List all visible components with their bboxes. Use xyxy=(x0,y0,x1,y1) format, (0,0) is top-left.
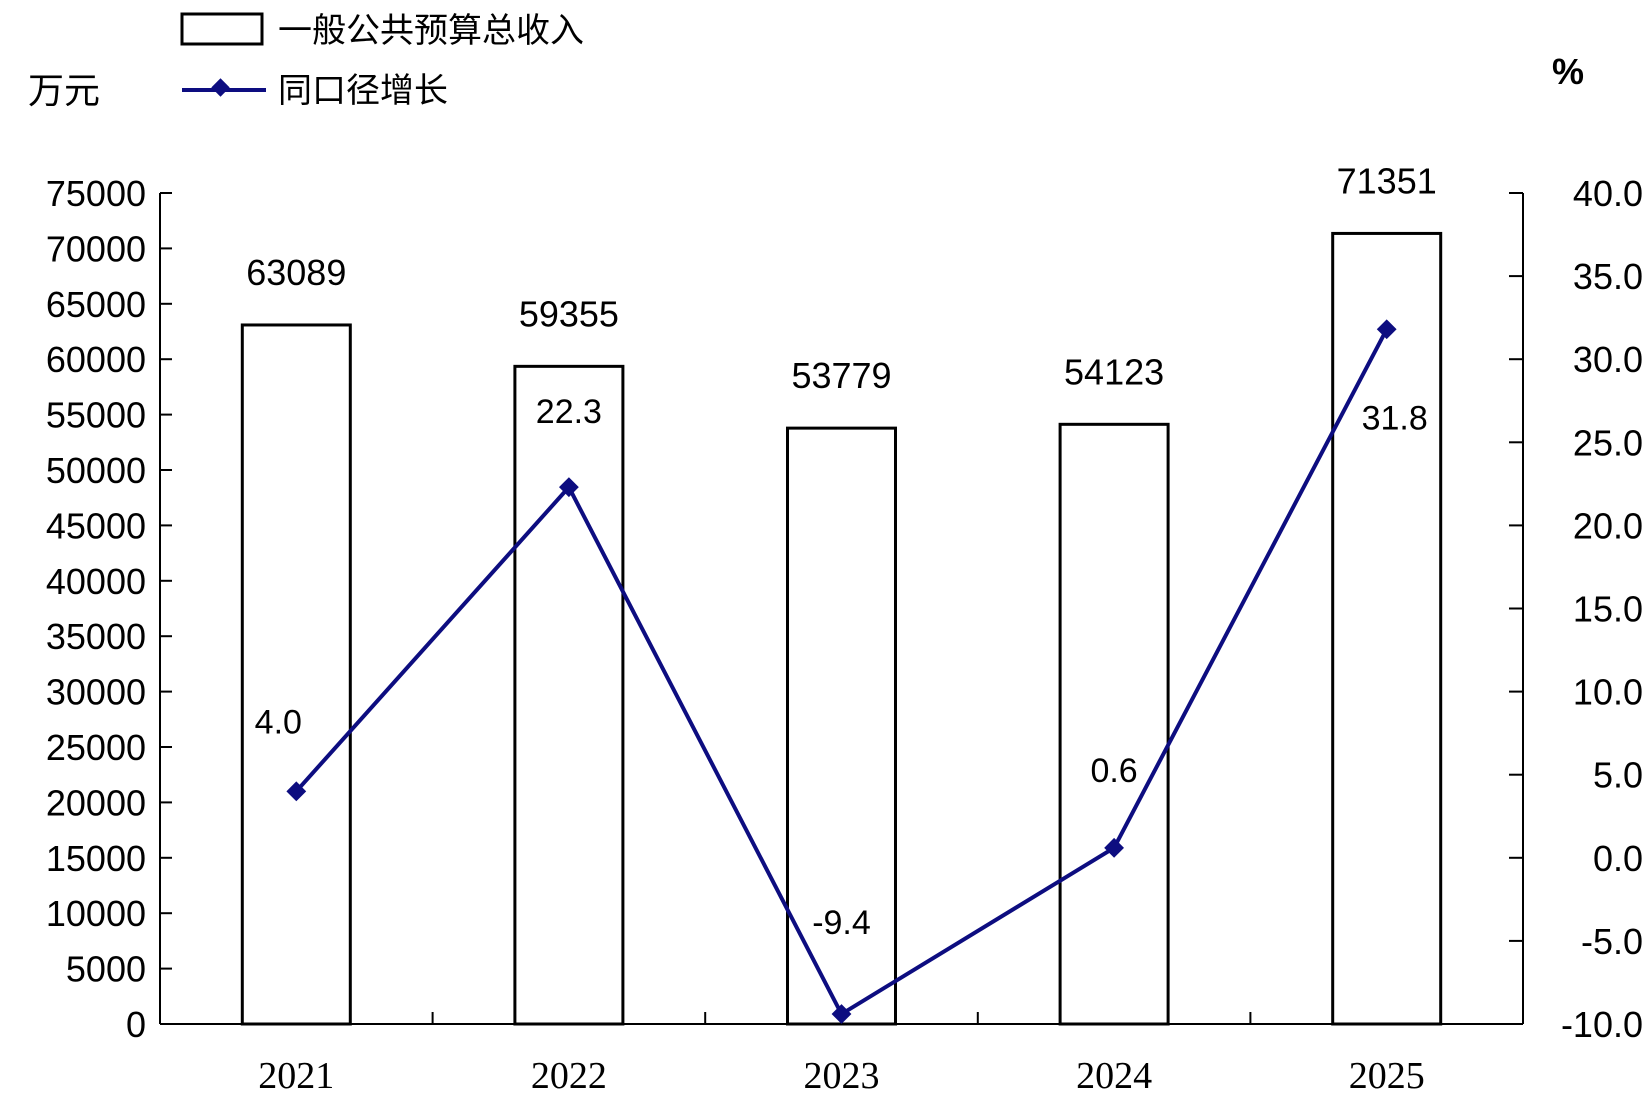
x-tick-label: 2022 xyxy=(531,1055,607,1097)
bar xyxy=(786,426,897,1026)
right-tick-label: -5.0 xyxy=(1581,921,1643,962)
x-tick-label: 2024 xyxy=(1076,1055,1152,1097)
left-tick-label: 0 xyxy=(126,1004,146,1045)
left-tick-label: 5000 xyxy=(66,949,146,990)
left-axis-unit: 万元 xyxy=(28,70,100,111)
line-point xyxy=(1104,837,1124,858)
left-tick-label: 35000 xyxy=(46,616,146,657)
bar xyxy=(240,323,352,1026)
left-axis-ticks: 0 5000 10000 15000 20000 25000 30000 35000 40000… xyxy=(46,173,172,1045)
bar-series xyxy=(240,231,1443,1026)
legend-bar-label: 一般公共预算总收入 xyxy=(278,12,584,50)
right-tick-label: 10.0 xyxy=(1573,672,1643,713)
right-tick-label: 40.0 xyxy=(1573,173,1643,214)
left-tick-label: 40000 xyxy=(46,561,146,602)
right-tick-label: 15.0 xyxy=(1573,589,1643,630)
right-tick-label: 5.0 xyxy=(1593,755,1643,796)
left-tick-label: 10000 xyxy=(46,893,146,934)
legend-line-marker xyxy=(211,78,230,97)
line-point xyxy=(286,781,307,802)
right-tick-label: 0.0 xyxy=(1593,838,1643,879)
line-value-label: 31.8 xyxy=(1362,399,1428,437)
line-point xyxy=(559,477,579,498)
right-axis-unit: % xyxy=(1552,51,1584,92)
right-axis-ticks: -10.0 -5.0 0.0 5.0 10.0 15.0 20.0 25.0 30.0 35.0 4… xyxy=(1509,173,1643,1045)
x-axis-ticks: 2021 2022 2023 2024 2025 xyxy=(159,1012,1524,1097)
left-tick-label: 60000 xyxy=(46,339,146,380)
line-series xyxy=(286,319,1397,1024)
line-value-labels: 4.0 22.3 -9.4 0.6 31.8 xyxy=(255,393,1428,942)
right-tick-label: -10.0 xyxy=(1561,1004,1643,1045)
bar xyxy=(513,364,625,1026)
left-tick-label: 30000 xyxy=(46,672,146,713)
bar-value-labels: 63089 59355 53779 54123 71351 xyxy=(246,160,1437,396)
legend-line-label: 同口径增长 xyxy=(278,72,448,110)
bar xyxy=(1331,231,1443,1026)
x-tick-label: 2023 xyxy=(804,1055,880,1097)
left-tick-label: 20000 xyxy=(46,782,146,823)
right-tick-label: 20.0 xyxy=(1573,505,1643,546)
line-value-label: 0.6 xyxy=(1090,752,1137,790)
left-tick-label: 55000 xyxy=(46,395,146,436)
left-tick-label: 70000 xyxy=(46,228,146,269)
bar xyxy=(1058,422,1170,1026)
line-value-label: 4.0 xyxy=(255,703,302,741)
bar-value-label: 53779 xyxy=(791,355,891,396)
bar-value-label: 54123 xyxy=(1064,351,1164,392)
x-tick-label: 2025 xyxy=(1349,1055,1425,1097)
left-tick-label: 50000 xyxy=(46,450,146,491)
left-tick-label: 25000 xyxy=(46,727,146,768)
right-tick-label: 30.0 xyxy=(1573,339,1643,380)
bar-value-label: 59355 xyxy=(519,293,619,334)
bar-value-label: 71351 xyxy=(1337,160,1437,201)
right-tick-label: 25.0 xyxy=(1573,422,1643,463)
line-value-label: -9.4 xyxy=(812,904,871,942)
left-tick-label: 45000 xyxy=(46,505,146,546)
legend-bar-swatch xyxy=(180,12,264,46)
left-tick-label: 15000 xyxy=(46,838,146,879)
line-point xyxy=(1376,319,1397,340)
line-point xyxy=(831,1004,852,1024)
x-tick-label: 2021 xyxy=(258,1055,334,1097)
right-tick-label: 35.0 xyxy=(1573,256,1643,297)
line-value-label: 22.3 xyxy=(536,393,602,431)
left-tick-label: 65000 xyxy=(46,284,146,325)
left-tick-label: 75000 xyxy=(46,173,146,214)
bar-value-label: 63089 xyxy=(246,252,346,293)
legend: 一般公共预算总收入 同口径增长 xyxy=(180,12,584,110)
